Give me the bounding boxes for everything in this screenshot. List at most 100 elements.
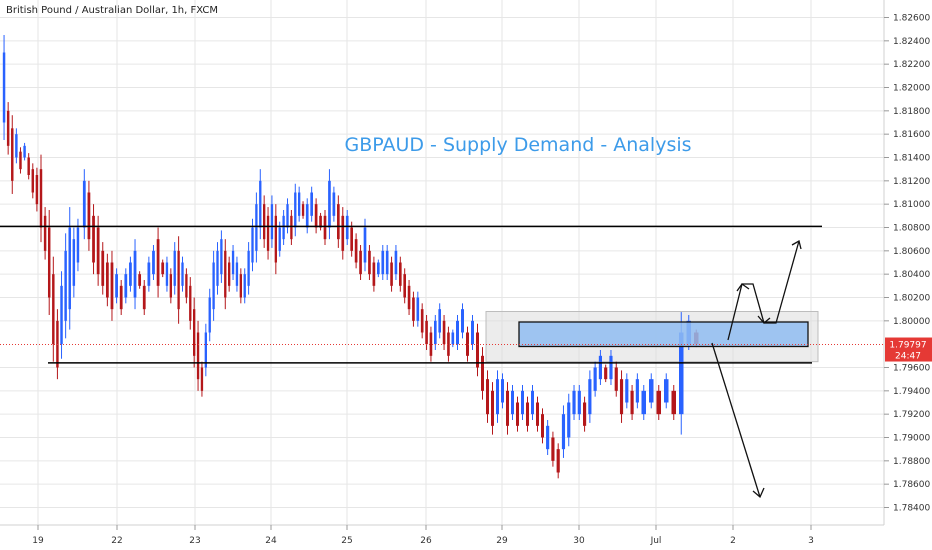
candle-body [679,332,684,415]
candle-body [425,320,428,345]
price-tick-label: 1.80400 [893,270,930,280]
time-tick-label: 24 [265,536,277,546]
candle-body [305,204,309,228]
candle-body [328,180,331,228]
candle-body [593,367,597,391]
candle-body [496,379,499,415]
candle-body [501,379,504,403]
time-tick-label: 25 [341,536,352,546]
candle-body [551,437,555,461]
time-tick-label: 29 [496,536,508,546]
candle-body [133,250,137,298]
time-tick-label: 2 [730,536,736,546]
candle-body [451,332,455,345]
candle-body [572,390,576,415]
price-tick-label: 1.82600 [893,14,930,24]
price-axis-labels[interactable]: 1.82600 1.82400 1.82200 1.82000 1.81800 1.816… [884,14,930,514]
candle-body [263,204,266,240]
candle-body [216,250,219,286]
candle-body [614,367,618,391]
candle-body [561,414,566,450]
arrowhead-down-1 [757,315,771,324]
candle-body [456,320,459,345]
candle-body [491,390,494,426]
candle-body [664,379,669,403]
candle-body [506,390,509,426]
candle-body [92,215,95,263]
candle-body [87,192,91,240]
price-tick-label: 1.81000 [893,200,930,210]
arrowhead-up-1 [736,283,750,292]
candle-body [381,250,385,275]
candle-body [156,239,160,286]
price-tick-label: 1.81200 [893,177,930,187]
candle-body [23,145,26,158]
candle-body [447,332,450,356]
candle-body [323,215,327,240]
candle-body [332,192,336,216]
candle-body [259,180,262,228]
projection-arrows[interactable] [711,240,802,499]
supply-demand-zone[interactable] [518,321,809,348]
symbol-header: British Pound / Australian Dollar, 1h, F… [6,5,218,16]
candle-body [345,215,349,240]
candle-body [319,215,322,228]
candle-body [235,262,239,286]
price-tick-label: 1.81400 [893,154,930,164]
candle-body [399,262,402,286]
candle-body [247,250,250,286]
candle-body [416,297,420,321]
candle-body [567,402,571,438]
candle-body [220,239,223,275]
candle-body [278,227,281,251]
candle-body [290,215,293,240]
price-tick-label: 1.79600 [893,364,930,374]
candle-body [15,134,18,158]
candle-body [546,425,550,450]
price-tick-label: 1.78800 [893,457,930,467]
candle-body [471,320,474,345]
candle-body [341,215,345,251]
candle-body [438,309,441,333]
price-tick-label: 1.79200 [893,410,930,420]
time-tick-label: 30 [573,536,585,546]
candle-body [442,320,446,345]
candle-body [630,390,634,415]
candle-body [251,227,254,263]
candle-body [434,320,437,345]
bearish-projection-arrow [711,342,761,498]
candle-body [354,239,358,263]
price-tick-label: 1.82000 [893,84,930,94]
candle-body [363,227,367,263]
candle-body [165,262,169,286]
candle-body [270,204,274,240]
candle-body [556,449,560,473]
time-axis-labels[interactable]: 19 22 23 24 25 26 29 30 Jul 2 3 [32,525,814,546]
candle-body [314,204,318,228]
candle-body [39,169,43,228]
candle-body [43,215,47,251]
candle-body [337,204,340,240]
candle-body [531,390,534,415]
candle-body [173,250,176,286]
candle-body [110,262,114,310]
price-tick-label: 1.79000 [893,434,930,444]
arrowhead-up-2 [791,240,802,250]
candle-body [294,192,297,228]
candle-body [412,297,415,321]
candle-body [511,390,514,415]
horizontal-gridlines [0,17,884,508]
candle-body [64,250,67,321]
time-tick-label: 3 [808,536,814,546]
candle-countdown: 24:47 [895,352,921,362]
price-tick-label: 1.79400 [893,387,930,397]
candle-body [169,274,172,298]
candle-body [212,262,215,310]
price-tick-label: 1.82400 [893,37,930,47]
candle-body [481,355,484,391]
candle-body [359,250,362,275]
price-tick-label: 1.80600 [893,247,930,257]
candle-body [147,262,151,286]
